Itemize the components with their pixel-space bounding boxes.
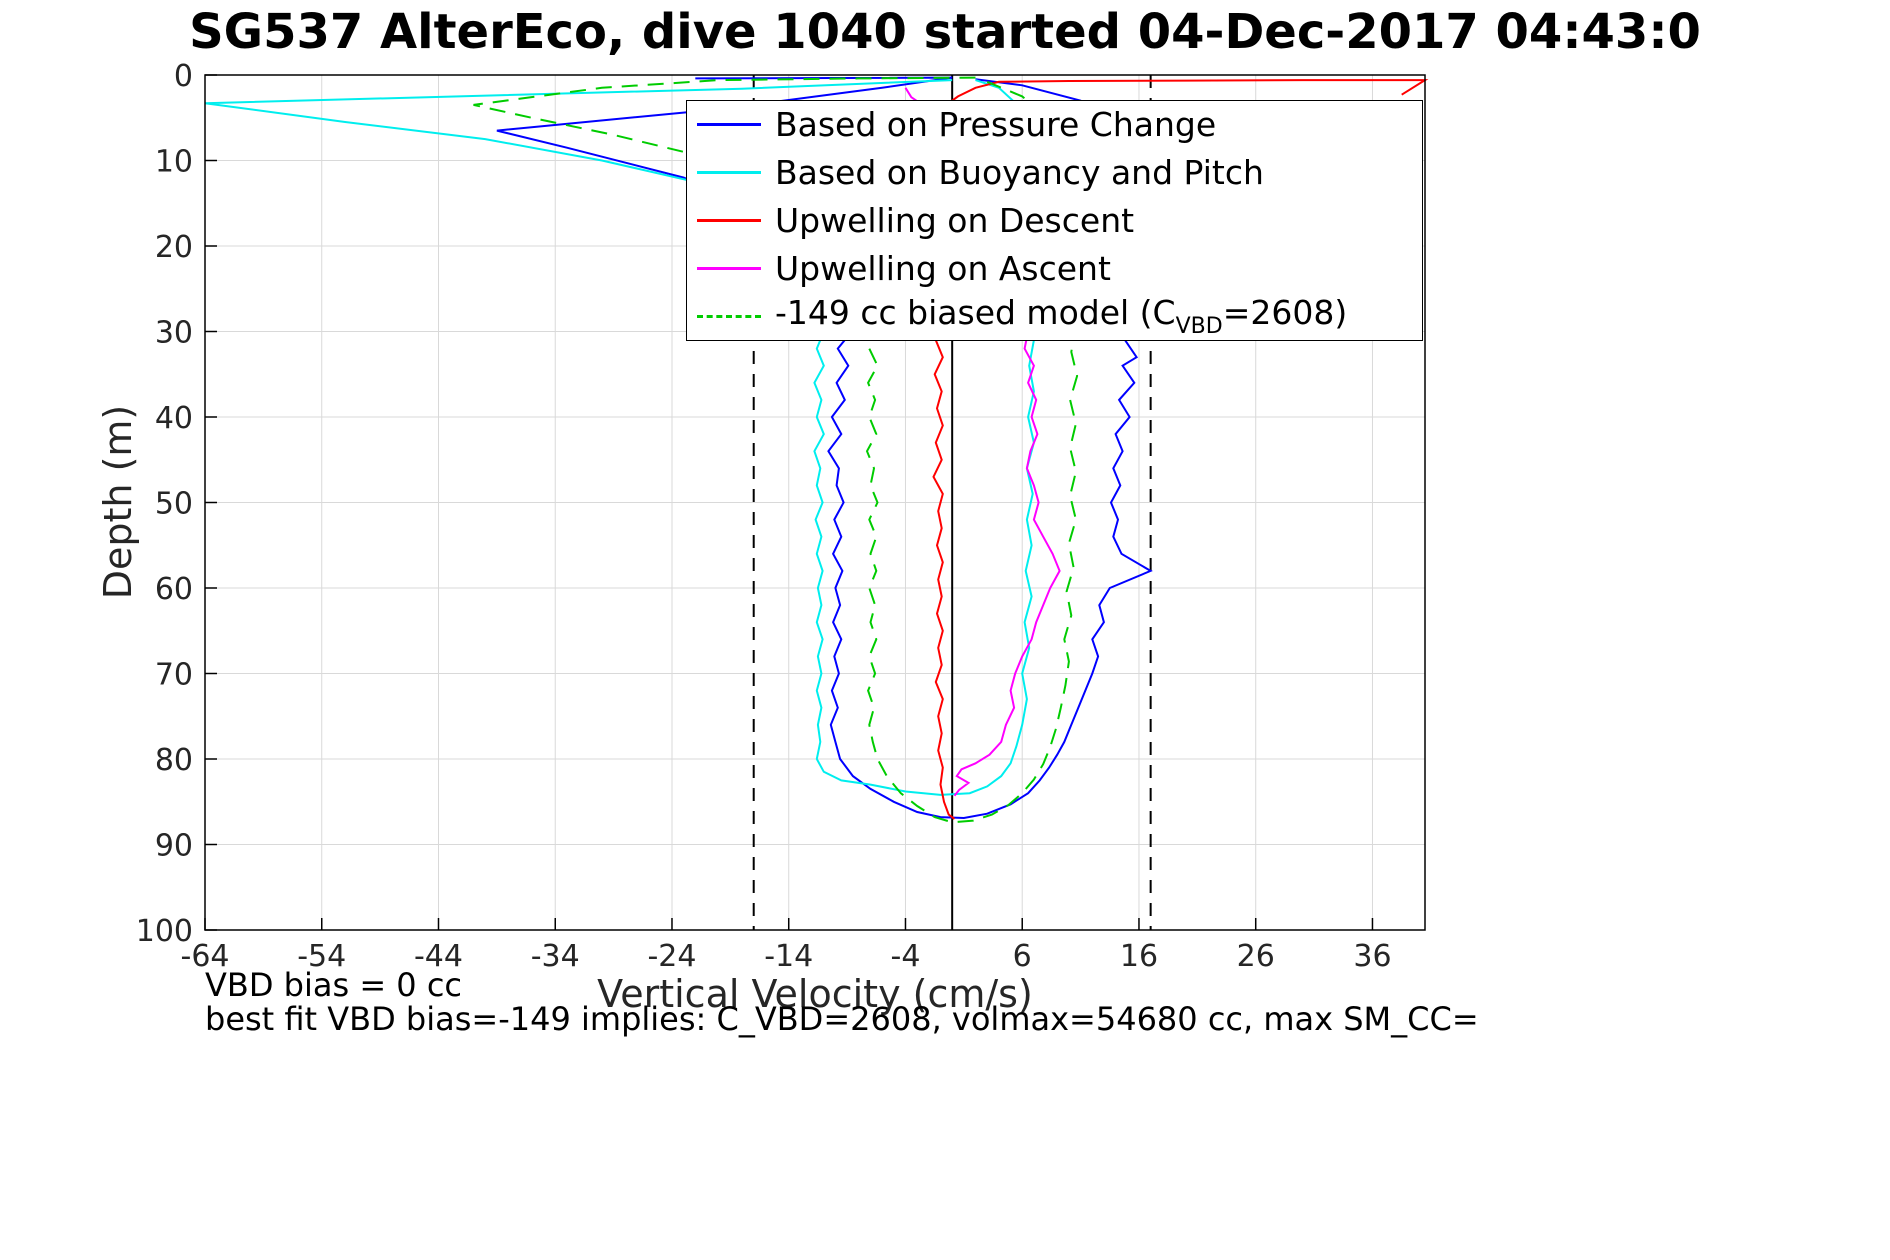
x-tick-label: 16 [1120, 939, 1158, 974]
x-tick-label: -44 [414, 939, 463, 974]
y-tick-label: 60 [155, 572, 193, 607]
y-tick-label: 20 [155, 230, 193, 265]
y-tick-label: 100 [136, 914, 193, 949]
series-line [473, 76, 1079, 824]
legend-entry: Upwelling on Ascent [687, 245, 1422, 292]
legend-entry-label: Upwelling on Ascent [775, 248, 1111, 288]
legend-line-sample [697, 266, 761, 270]
legend-entry: -149 cc biased model (CVBD=2608) [687, 293, 1422, 340]
legend-entry-label: Upwelling on Descent [775, 200, 1135, 240]
x-tick-label: -4 [891, 939, 921, 974]
x-tick-label: -64 [181, 939, 230, 974]
legend-line-sample [697, 171, 761, 175]
x-tick-label: 6 [1013, 939, 1032, 974]
legend-line-sample [697, 314, 761, 318]
legend-entry-label: -149 cc biased model (CVBD=2608) [775, 293, 1348, 340]
x-tick-label: 36 [1353, 939, 1391, 974]
y-tick-label: 10 [155, 145, 193, 180]
y-tick-label: 50 [155, 487, 193, 522]
x-tick-label: -14 [764, 939, 813, 974]
legend-entry: Based on Buoyancy and Pitch [687, 149, 1422, 196]
x-axis-label: Vertical Velocity (cm/s) [597, 972, 1033, 1016]
legend-entry-label: Based on Pressure Change [775, 105, 1217, 145]
y-tick-label: 0 [174, 59, 193, 94]
y-axis-label: Depth (m) [96, 404, 140, 600]
best-fit-annotation: best fit VBD bias=-149 implies: C_VBD=26… [205, 1000, 1479, 1038]
y-tick-label: 30 [155, 316, 193, 351]
x-tick-label: -24 [647, 939, 696, 974]
y-tick-label: 70 [155, 658, 193, 693]
y-tick-label: 80 [155, 743, 193, 778]
legend-line-sample [697, 218, 761, 222]
x-tick-label: -34 [531, 939, 580, 974]
series-line [496, 76, 1153, 820]
legend-entry: Based on Pressure Change [687, 101, 1422, 148]
chart-legend: Based on Pressure Change Based on Buoyanc… [686, 100, 1423, 341]
x-tick-label: 26 [1237, 939, 1275, 974]
legend-line-sample [697, 123, 761, 127]
x-tick-label: -54 [297, 939, 346, 974]
y-tick-label: 40 [155, 401, 193, 436]
y-tick-label: 90 [155, 829, 193, 864]
chart-title: SG537 AlterEco, dive 1040 started 04-Dec… [189, 4, 1701, 60]
vbd-bias-annotation: VBD bias = 0 cc [205, 966, 463, 1004]
legend-entry: Upwelling on Descent [687, 197, 1422, 244]
legend-entry-label: Based on Buoyancy and Pitch [775, 153, 1264, 193]
